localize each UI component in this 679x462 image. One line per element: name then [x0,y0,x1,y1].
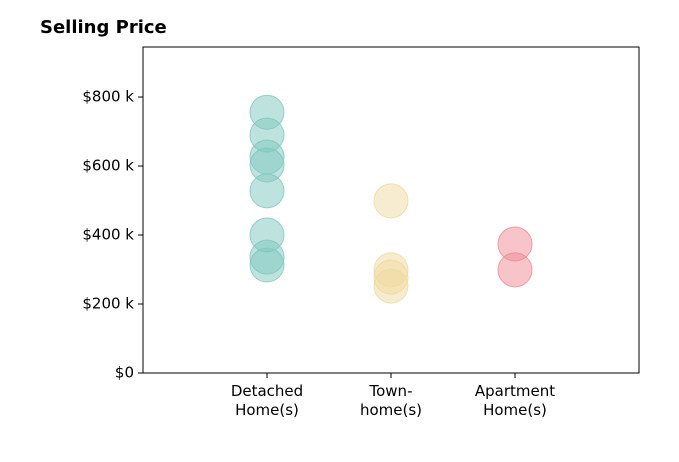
y-tick-label: $0 [115,364,134,382]
x-tick-label: Detached Home(s) [230,382,304,419]
point [249,247,285,283]
point [373,183,409,219]
chart-title: Selling Price [40,17,167,38]
point [249,173,285,209]
y-tick-label: $200 k [82,295,134,313]
point [497,252,533,288]
y-tick-label: $400 k [82,226,134,244]
y-tick-label: $600 k [82,157,134,175]
x-tick-label: Town- home(s) [359,382,423,419]
x-tick-label: Apartment Home(s) [474,382,556,419]
point [373,268,409,304]
y-tick-label: $800 k [82,88,134,106]
